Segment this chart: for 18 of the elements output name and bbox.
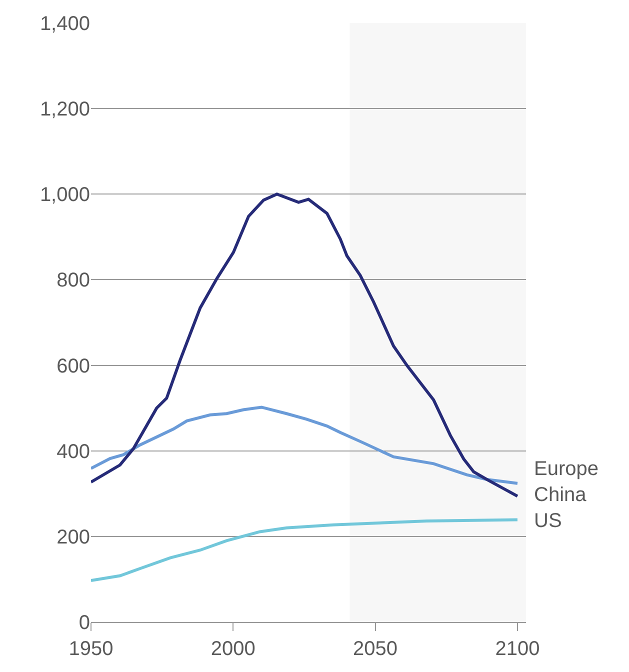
y-tick-label: 1,200 bbox=[40, 98, 90, 121]
line-series bbox=[91, 406, 519, 485]
line-series bbox=[91, 192, 519, 498]
x-tick-label: 2050 bbox=[353, 638, 398, 660]
y-tick-label: 600 bbox=[56, 355, 90, 378]
line-series bbox=[91, 518, 519, 582]
x-tick-label: 2100 bbox=[495, 638, 540, 660]
series-label: China bbox=[534, 484, 588, 506]
series-label: US bbox=[534, 510, 562, 532]
y-tick-label: 0 bbox=[78, 612, 90, 634]
y-tick-label: 1,400 bbox=[40, 13, 90, 35]
x-tick-label: 2000 bbox=[210, 638, 256, 660]
x-tick-label: 1950 bbox=[68, 638, 114, 660]
y-tick-label: 800 bbox=[56, 270, 90, 292]
y-tick-label: 200 bbox=[56, 526, 90, 548]
series-label: Europe bbox=[534, 458, 598, 480]
y-tick-label: 1,000 bbox=[40, 184, 90, 206]
y-tick-label: 400 bbox=[56, 440, 90, 463]
